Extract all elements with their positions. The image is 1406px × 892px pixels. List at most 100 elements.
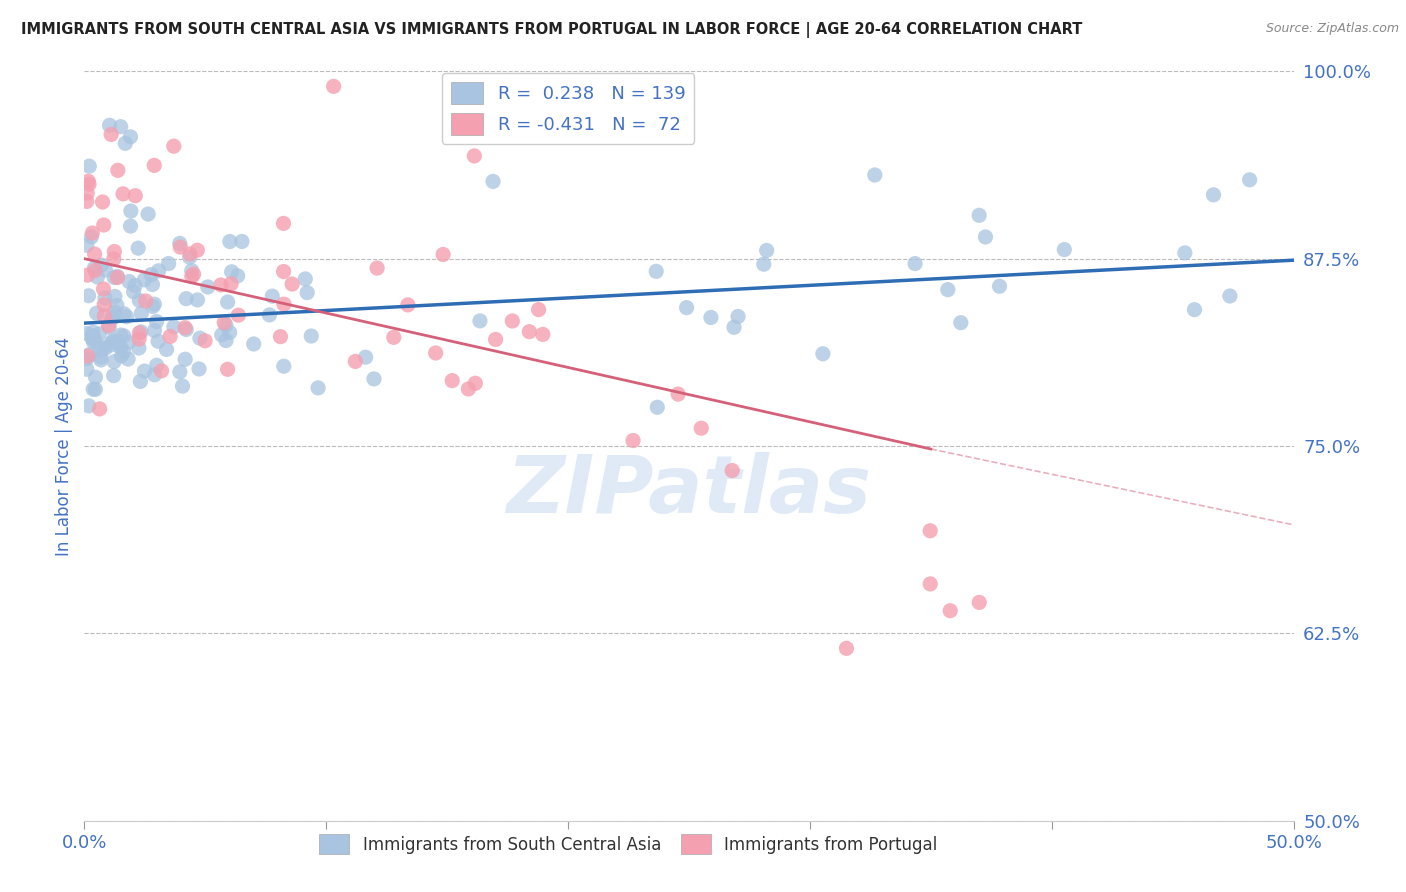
Point [675, 301, 697, 315]
Point [134, 273, 156, 287]
Point [920, 577, 942, 591]
Y-axis label: In Labor Force | Age 20-64: In Labor Force | Age 20-64 [55, 336, 73, 556]
Point [463, 149, 485, 163]
Point [98, 118, 121, 132]
Point [936, 283, 959, 297]
Point [105, 269, 128, 284]
Point [94, 341, 117, 355]
Point [84, 383, 107, 397]
Point [180, 269, 202, 284]
Point [211, 327, 233, 342]
Point [103, 305, 125, 319]
Point [93, 218, 115, 232]
Point [517, 325, 540, 339]
Point [217, 362, 239, 376]
Point [76, 326, 98, 341]
Point [299, 329, 322, 343]
Point [84, 333, 107, 347]
Point [89, 343, 111, 357]
Point [124, 188, 146, 202]
Point [366, 261, 388, 276]
Point [322, 79, 344, 94]
Point [91, 194, 114, 209]
Point [82, 332, 104, 346]
Point [863, 168, 886, 182]
Point [103, 270, 125, 285]
Point [396, 298, 419, 312]
Point [219, 277, 242, 291]
Point [344, 354, 367, 368]
Text: IMMIGRANTS FROM SOUTH CENTRAL ASIA VS IMMIGRANTS FROM PORTUGAL IN LABOR FORCE | : IMMIGRANTS FROM SOUTH CENTRAL ASIA VS IM… [21, 22, 1083, 38]
Point [273, 216, 295, 230]
Point [110, 341, 132, 355]
Point [425, 346, 447, 360]
Point [273, 264, 295, 278]
Point [174, 352, 197, 367]
Point [93, 309, 115, 323]
Point [118, 335, 141, 350]
Point [221, 265, 243, 279]
Point [82, 226, 104, 240]
Point [150, 364, 173, 378]
Point [131, 306, 153, 320]
Point [645, 401, 668, 415]
Point [186, 244, 208, 258]
Point [179, 251, 201, 265]
Point [904, 257, 927, 271]
Point [145, 315, 167, 329]
Point [259, 308, 281, 322]
Point [103, 244, 125, 259]
Point [1219, 289, 1241, 303]
Point [76, 351, 98, 366]
Point [967, 595, 990, 609]
Point [117, 351, 139, 366]
Point [84, 263, 107, 277]
Point [127, 241, 149, 255]
Point [91, 341, 114, 355]
Point [169, 365, 191, 379]
Point [76, 362, 98, 376]
Point [163, 319, 186, 334]
Point [107, 335, 129, 350]
Point [90, 350, 112, 364]
Point [531, 327, 554, 342]
Point [76, 349, 98, 363]
Point [103, 252, 125, 266]
Point [77, 178, 100, 192]
Point [77, 399, 100, 413]
Point [180, 263, 202, 277]
Point [501, 314, 523, 328]
Point [484, 333, 506, 347]
Point [143, 324, 166, 338]
Point [82, 325, 104, 339]
Point [124, 278, 146, 293]
Point [80, 230, 103, 244]
Point [141, 268, 163, 282]
Point [112, 329, 135, 343]
Point [1202, 187, 1225, 202]
Point [155, 343, 177, 357]
Text: ZIPatlas: ZIPatlas [506, 452, 872, 530]
Point [120, 219, 142, 233]
Point [1184, 302, 1206, 317]
Point [104, 289, 127, 303]
Point [112, 307, 135, 321]
Point [90, 258, 112, 272]
Point [157, 256, 180, 270]
Point [89, 326, 111, 341]
Point [988, 279, 1011, 293]
Point [101, 310, 124, 325]
Point [128, 341, 150, 355]
Point [145, 359, 167, 373]
Point [84, 370, 107, 384]
Point [752, 257, 775, 271]
Point [90, 353, 112, 368]
Point [949, 316, 972, 330]
Point [621, 434, 644, 448]
Point [94, 263, 117, 277]
Point [974, 230, 997, 244]
Point [464, 376, 486, 391]
Point [82, 382, 104, 396]
Text: Source: ZipAtlas.com: Source: ZipAtlas.com [1265, 22, 1399, 36]
Point [920, 524, 942, 538]
